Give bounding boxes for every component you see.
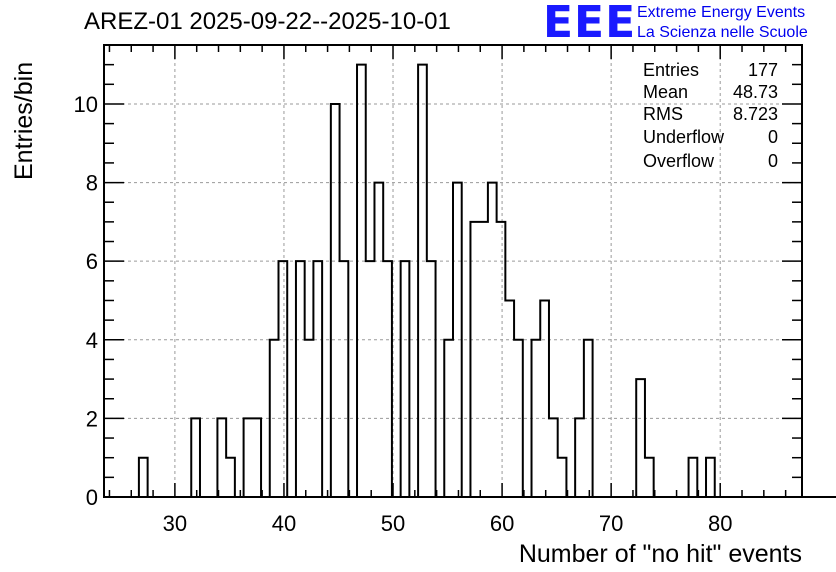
eee-logo: EEE (543, 0, 637, 48)
y-tick-label: 2 (86, 406, 98, 431)
axis-ticks (104, 44, 802, 498)
chart-title: AREZ-01 2025-09-22--2025-10-01 (84, 8, 451, 35)
x-tick-label: 70 (599, 511, 623, 536)
stat-value-underflow: 0 (767, 127, 778, 147)
logo-caption-line-1: Extreme Energy Events (637, 4, 806, 21)
plot-frame (103, 44, 803, 498)
y-tick-label: 8 (86, 171, 98, 196)
stat-value-mean: 48.73 (732, 82, 778, 102)
stat-label-rms: RMS (643, 104, 683, 124)
x-tick-label: 30 (163, 511, 187, 536)
stat-value-overflow: 0 (767, 151, 778, 171)
stat-value-rms: 8.723 (732, 104, 778, 124)
stat-label-entries: Entries (643, 60, 700, 80)
y-tick-label: 4 (86, 328, 98, 353)
x-tick-label: 50 (381, 511, 405, 536)
stat-label-overflow: Overflow (643, 151, 715, 171)
x-tick-label: 60 (490, 511, 514, 536)
y-tick-label: 6 (86, 249, 98, 274)
logo-caption-line-2: La Scienza nelle Scuole (637, 24, 808, 41)
y-tick-label: 0 (86, 485, 98, 510)
stat-value-entries: 177 (747, 60, 778, 80)
stat-label-underflow: Underflow (643, 127, 725, 147)
y-axis-label: Entries/bin (10, 62, 38, 180)
x-tick-label: 80 (708, 511, 732, 536)
x-axis-label: Number of "no hit" events (519, 540, 802, 568)
x-tick-label: 40 (272, 511, 296, 536)
tick-labels: 30 40 50 60 70 80 0 2 4 6 8 10 (74, 92, 733, 536)
stat-label-mean: Mean (643, 82, 689, 102)
y-tick-label: 10 (74, 92, 98, 117)
